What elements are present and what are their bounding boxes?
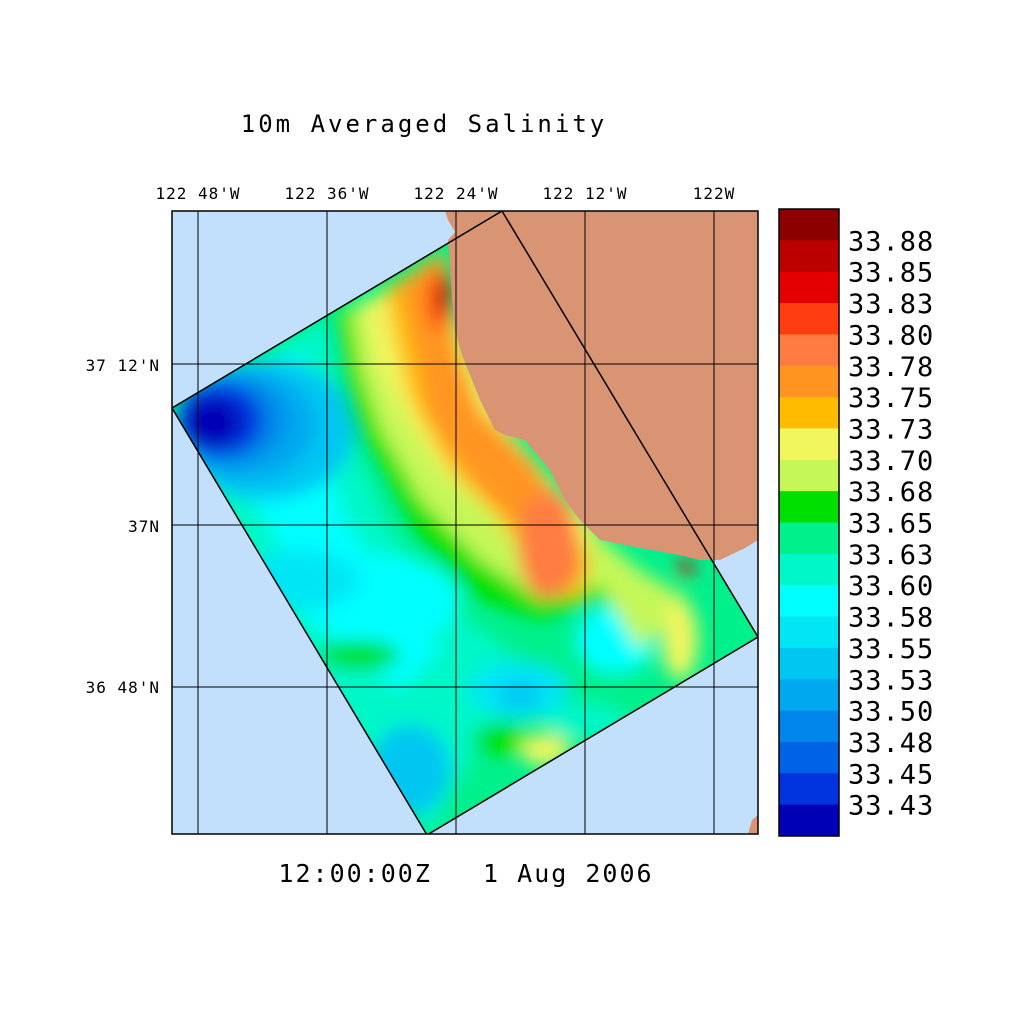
colorbar-swatch <box>779 428 839 461</box>
lon-tick-label: 122 24'W <box>413 184 498 203</box>
colorbar-label: 33.83 <box>848 289 934 320</box>
colorbar-label: 33.65 <box>848 509 934 540</box>
colorbar-swatch <box>779 271 839 304</box>
lat-tick-label: 37 12'N <box>86 356 160 375</box>
lon-tick-label: 122 48'W <box>155 184 240 203</box>
colorbar-label: 33.63 <box>848 540 934 571</box>
colorbar-label: 33.53 <box>848 665 934 696</box>
colorbar-label: 33.68 <box>848 477 934 508</box>
colorbar-label: 33.80 <box>848 320 934 351</box>
longitude-labels: 122 48'W 122 36'W 122 24'W 122 12'W 122W <box>155 184 736 203</box>
model-domain-outline <box>172 211 758 834</box>
colorbar-swatch <box>779 334 839 367</box>
colorbar-swatch <box>779 804 839 837</box>
colorbar-label: 33.50 <box>848 697 934 728</box>
colorbar-swatch <box>779 397 839 429</box>
colorbar-label: 33.55 <box>848 634 934 665</box>
lon-tick-label: 122 12'W <box>542 184 627 203</box>
colorbar-swatch <box>779 679 839 712</box>
lat-tick-label: 36 48'N <box>86 678 160 697</box>
colorbar-swatch <box>779 209 839 241</box>
colorbar-swatch <box>779 459 839 492</box>
map-frame <box>171 210 759 835</box>
colorbar-label: 33.88 <box>848 226 934 257</box>
colorbar-label: 33.75 <box>848 383 934 414</box>
colorbar: 33.8833.8533.8333.8033.7833.7533.7333.70… <box>778 208 934 837</box>
colorbar-label: 33.43 <box>848 791 934 822</box>
colorbar-label: 33.58 <box>848 603 934 634</box>
colorbar-label: 33.60 <box>848 571 934 602</box>
land-mass <box>445 211 758 560</box>
colorbar-swatch <box>779 522 839 555</box>
colorbar-swatch <box>779 585 839 618</box>
colorbar-swatch <box>779 773 839 806</box>
colorbar-swatch <box>779 240 839 273</box>
colorbar-swatch <box>779 741 839 774</box>
colorbar-swatch <box>779 303 839 335</box>
colorbar-label: 33.48 <box>848 728 934 759</box>
colorbar-labels: 33.8833.8533.8333.8033.7833.7533.7333.70… <box>848 226 934 822</box>
colorbar-label: 33.73 <box>848 414 934 445</box>
map-title: 10m Averaged Salinity <box>241 110 607 138</box>
lon-tick-label: 122W <box>693 184 736 203</box>
colorbar-swatch <box>779 710 839 743</box>
colorbar-swatches <box>779 209 839 837</box>
colorbar-swatch <box>779 553 839 586</box>
colorbar-label: 33.70 <box>848 446 934 477</box>
colorbar-swatch <box>779 491 839 523</box>
land-mass-south <box>748 815 758 834</box>
colorbar-label: 33.45 <box>848 759 934 790</box>
colorbar-label: 33.78 <box>848 352 934 383</box>
graticule <box>172 211 758 834</box>
lon-tick-label: 122 36'W <box>284 184 369 203</box>
colorbar-swatch <box>779 647 839 680</box>
colorbar-frame <box>778 208 840 837</box>
map-panel <box>172 211 758 834</box>
timestamp: 12:00:00Z 1 Aug 2006 <box>278 859 653 888</box>
latitude-labels: 37 12'N 37N 36 48'N <box>86 356 160 697</box>
colorbar-swatch <box>779 365 839 398</box>
colorbar-label: 33.85 <box>848 258 934 289</box>
colorbar-swatch <box>779 616 839 649</box>
lat-tick-label: 37N <box>128 517 160 536</box>
